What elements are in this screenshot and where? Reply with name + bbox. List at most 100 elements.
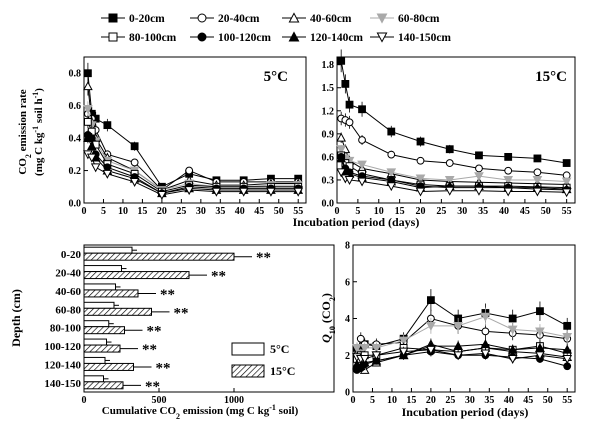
bar-15c [83,271,190,280]
data-point [562,159,571,167]
x-tick-label: 0 [351,395,356,406]
bar-5c [83,283,116,291]
legend-marker [288,12,300,23]
bar-5c [83,338,107,346]
category-label: 20-40 [55,268,81,280]
significance-label: ** [147,324,162,340]
data-point [357,177,367,187]
data-point [83,69,92,78]
plot-frame [336,56,576,204]
data-point [562,344,573,354]
plot-frame [83,244,335,393]
data-point [359,344,370,353]
data-point [453,321,463,331]
data-point [480,349,491,359]
bar-15c [83,362,134,371]
data-point [102,169,113,179]
x-tick-label: 25 [445,395,455,406]
data-point [426,296,435,305]
data-point [426,345,436,355]
legend-marker [376,13,388,24]
legend: 0-20cm 20-40cm 40-60cm 60-80cm 80-100cm 100-1… [101,12,451,44]
y-tick-label: 6 [345,277,350,288]
x-tick-label: 10 [387,395,397,406]
category-label: 120-140 [44,359,81,371]
data-point [387,150,396,159]
data-point [480,312,491,322]
legend-label: 80-100cm [129,32,177,44]
data-point [507,344,518,354]
legend-marker [376,32,388,43]
x-tick-label: 45 [523,395,533,406]
data-point [398,336,409,346]
bar-15c [83,289,139,298]
x-tick-label: 0 [82,395,87,406]
data-point [426,321,436,331]
category-label: 140-150 [44,378,81,390]
data-point [293,187,304,197]
chart-co2-15c: 0 5 10 15 20 25 30 35 40 45 50 55 0.0 0.3 0.6 0.9 1.2 1.5… [293,49,576,229]
x-tick-label: 55 [293,206,303,217]
legend-label: 0-20cm [129,13,165,25]
data-point [561,188,572,198]
x-tick-label: 40 [235,206,245,217]
y-tick-label: 0 [345,388,350,399]
x-tick-label: 15 [137,206,147,217]
data-point [90,163,101,173]
plot-frame [83,56,307,204]
legend-marker [197,32,207,42]
x-axis-label: Cumulative CO2 emission (mg C kg-1 soil) [102,403,299,421]
bar-15c [83,344,121,353]
data-point [336,132,347,142]
data-point [336,145,347,155]
bar-15c [83,326,125,335]
data-point [474,172,484,182]
x-tick-label: 0 [335,206,340,217]
y-axis-label: CO2 emission rate [17,89,33,174]
data-point [371,355,382,365]
data-point [398,347,409,357]
data-point [83,117,92,126]
x-axis-label: Incubation period (days) [293,215,420,229]
y-axis-label: (mg C kg-1 soil h-1) [31,88,46,176]
significance-label: ** [142,342,157,358]
x-tick-label: 15 [395,206,405,217]
x-tick-label: 55 [562,206,572,217]
legend-swatch-5c [231,342,265,356]
bar-15c [83,381,124,390]
data-point [211,187,222,197]
x-tick-label: 40 [499,206,509,217]
data-point [336,168,347,178]
legend-label: 5°C [270,342,289,356]
x-tick-label: 25 [176,206,186,217]
significance-label: ** [256,250,271,266]
bar-5c [83,265,122,273]
data-point [563,321,572,330]
data-point [536,307,544,316]
data-point [415,187,426,197]
data-point [358,105,366,114]
bar-5c [83,320,110,328]
legend-marker [108,32,118,42]
data-point [238,187,249,197]
category-label: 80-100 [50,323,82,335]
data-point [535,327,545,337]
legend-label: 20-40cm [218,13,260,25]
x-tick-label: 5 [370,395,375,406]
data-point [507,325,518,335]
data-point [503,187,514,197]
legend-marker [197,13,207,23]
x-tick-label: 15 [406,395,416,406]
data-point [266,187,276,197]
data-point [474,186,484,196]
bar-5c [83,301,115,309]
x-axis-label: Incubation period (days) [402,405,529,419]
data-point [83,105,93,114]
x-tick-label: 20 [157,206,167,217]
data-point [535,351,545,361]
data-point [507,355,518,364]
series-line [87,73,299,188]
x-tick-label: 20 [416,206,426,217]
data-point [129,178,140,187]
data-point [453,351,463,361]
